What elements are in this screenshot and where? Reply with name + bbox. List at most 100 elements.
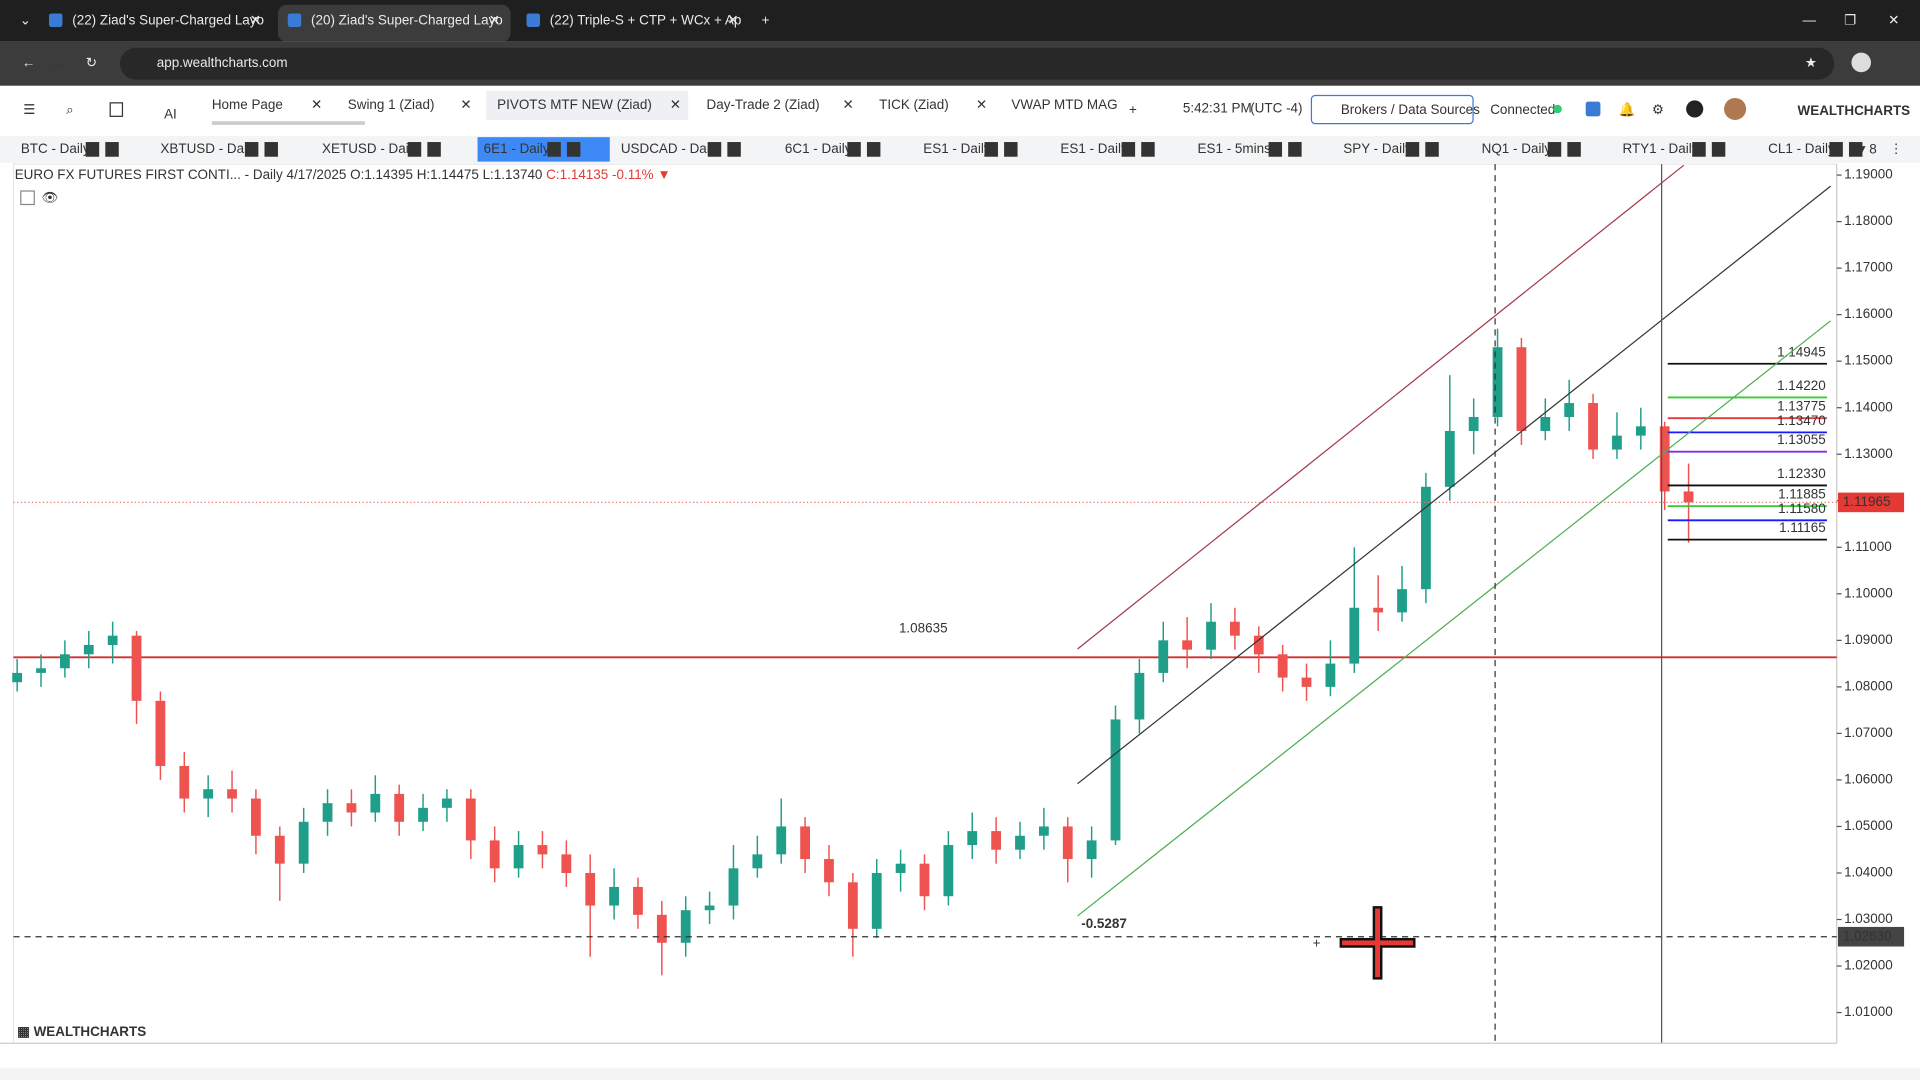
chart-tab[interactable]: RTY1 - Daily	[1622, 141, 1698, 156]
tab-close[interactable]: ✕	[250, 12, 261, 27]
candle-body	[465, 798, 476, 841]
alerts[interactable]: 🔔	[1619, 102, 1636, 117]
chart-tab[interactable]: CL1 - Daily	[1768, 141, 1835, 156]
new-tab[interactable]: +	[762, 12, 770, 27]
chart-tab[interactable]: SPY - Daily	[1343, 141, 1412, 156]
layout-tab-close[interactable]: ✕	[976, 97, 987, 112]
chart-tab[interactable]: ES1 - 5mins	[1198, 141, 1272, 156]
tab-title[interactable]: (22) Triple-S + CTP + WCx + Ap	[550, 12, 742, 27]
y-tick-label: 1.04000	[1844, 865, 1893, 880]
add-layout[interactable]: +	[1129, 102, 1137, 117]
tab-badge-label[interactable]: 5	[248, 142, 256, 157]
tab-title[interactable]: (22) Ziad's Super-Charged Layo	[72, 12, 264, 27]
tab-close[interactable]: ✕	[727, 12, 738, 27]
tab-badge-label[interactable]: 5	[550, 142, 558, 157]
tab-badge-label[interactable]: T	[1570, 142, 1579, 157]
tab-close[interactable]: ✕	[489, 12, 500, 27]
url[interactable]: app.wealthcharts.com	[157, 55, 288, 70]
visibility[interactable]: 👁	[42, 190, 59, 205]
candle-body	[1468, 417, 1479, 431]
tab-badge-label[interactable]: T	[1714, 142, 1723, 157]
tab-badge-label[interactable]: 5	[89, 142, 97, 157]
tab-menu[interactable]: ⌄	[20, 12, 31, 27]
tab-overflow[interactable]: ⋮	[1889, 141, 1902, 156]
y-tick-label: 1.09000	[1844, 632, 1893, 647]
layout-tab-close[interactable]: ✕	[842, 97, 853, 112]
channel-lower	[1077, 320, 1831, 917]
chart-tab[interactable]: ES1 - Daily	[923, 141, 991, 156]
reload[interactable]: ↻	[86, 55, 97, 70]
tab-badge-label[interactable]: T	[1007, 142, 1016, 157]
brokers-label[interactable]: Brokers / Data Sources	[1341, 102, 1480, 117]
chart-tab[interactable]: ES1 - Daily	[1060, 141, 1128, 156]
windows[interactable]	[109, 102, 124, 117]
tab-badge-label[interactable]: 5	[1695, 142, 1703, 157]
brand: WEALTHCHARTS	[1798, 103, 1911, 118]
candle-body	[1301, 677, 1312, 687]
layout-tab[interactable]: Swing 1 (Ziad)	[348, 97, 435, 112]
save[interactable]	[1585, 101, 1601, 117]
layout-tab[interactable]: PIVOTS MTF NEW (Ziad)	[497, 97, 652, 112]
chart-tab[interactable]: BTC - Daily	[21, 141, 90, 156]
tab-badge-label[interactable]: T	[1144, 142, 1153, 157]
tab-title[interactable]: (20) Ziad's Super-Charged Layo	[311, 12, 503, 27]
tab-badge-label[interactable]: T	[1291, 142, 1300, 157]
tab-badge-label[interactable]: T	[267, 142, 276, 157]
tab-badge-label[interactable]: 5	[1551, 142, 1559, 157]
layout-tab[interactable]: TICK (Ziad)	[879, 97, 949, 112]
tab-badge-label[interactable]: T	[870, 142, 879, 157]
chart-tab[interactable]: 6E1 - Daily	[484, 141, 550, 156]
tab-badge-label[interactable]: T	[730, 142, 739, 157]
tab-badge-label[interactable]: 5	[1125, 142, 1133, 157]
menu[interactable]: ☰	[23, 102, 35, 117]
active-chart-tab[interactable]	[477, 137, 610, 162]
tab-badge-label[interactable]: T	[570, 142, 579, 157]
expand[interactable]	[20, 190, 35, 206]
y-tick-label: 1.18000	[1844, 213, 1893, 228]
tab-badge-label[interactable]: T	[430, 142, 439, 157]
tab-badge-label[interactable]: 5	[1832, 142, 1840, 157]
search[interactable]: ⌕	[66, 102, 74, 117]
candle-body	[1158, 640, 1169, 673]
ai-button[interactable]: AI	[164, 107, 177, 122]
tab-badge-label[interactable]: 5	[1409, 142, 1417, 157]
chart-tab[interactable]: XETUSD - Daily	[322, 141, 419, 156]
active-tab[interactable]	[277, 4, 511, 42]
layout-tab[interactable]: VWAP MTD MAG	[1011, 97, 1117, 112]
tab-badge-label[interactable]: 5	[987, 142, 995, 157]
restore[interactable]: ❐	[1844, 12, 1856, 27]
chart-tab[interactable]: XBTUSD - Daily	[160, 141, 257, 156]
chart-tab[interactable]: NQ1 - Daily	[1482, 141, 1552, 156]
forward[interactable]: →	[50, 55, 63, 70]
close: C:1.14135	[546, 167, 608, 182]
close[interactable]: ✕	[1888, 12, 1899, 27]
active-layout-tab[interactable]	[486, 90, 689, 120]
tab-badge-label[interactable]: 5	[1272, 142, 1280, 157]
layout-tab[interactable]: Day-Trade 2 (Ziad)	[707, 97, 820, 112]
layout-tab-close[interactable]: ✕	[311, 97, 322, 112]
layout-tab[interactable]: Home Page	[212, 97, 283, 112]
tab-badge-label[interactable]: 5	[850, 142, 858, 157]
tab-badge-label[interactable]: 5	[411, 142, 419, 157]
omnibox[interactable]	[120, 47, 1835, 80]
chart-tab[interactable]: 6C1 - Daily	[785, 141, 852, 156]
chart-tab[interactable]: USDCAD - Daily	[621, 141, 720, 156]
avatar[interactable]	[1724, 97, 1747, 120]
tab-badge	[984, 142, 998, 157]
candle-body	[155, 700, 166, 766]
tab-badge-label[interactable]: 5	[711, 142, 719, 157]
layout-tab-close[interactable]: ✕	[460, 97, 471, 112]
tab-badge-label[interactable]: T	[1428, 142, 1437, 157]
tab-badge-label[interactable]: T	[108, 142, 117, 157]
help[interactable]	[1686, 100, 1704, 118]
back[interactable]: ←	[22, 55, 35, 70]
profile[interactable]	[1851, 52, 1872, 73]
tab-badge-label[interactable]: T	[1852, 142, 1861, 157]
layout-tab-close[interactable]: ✕	[670, 97, 681, 112]
brokers-button[interactable]	[1310, 94, 1474, 125]
tab-count[interactable]: ▾ 8	[1859, 141, 1877, 156]
settings[interactable]: ⚙	[1652, 102, 1664, 117]
watermark-text: WEALTHCHARTS	[34, 1024, 147, 1039]
minimize[interactable]: —	[1802, 12, 1816, 27]
bookmark[interactable]: ★	[1805, 55, 1817, 70]
